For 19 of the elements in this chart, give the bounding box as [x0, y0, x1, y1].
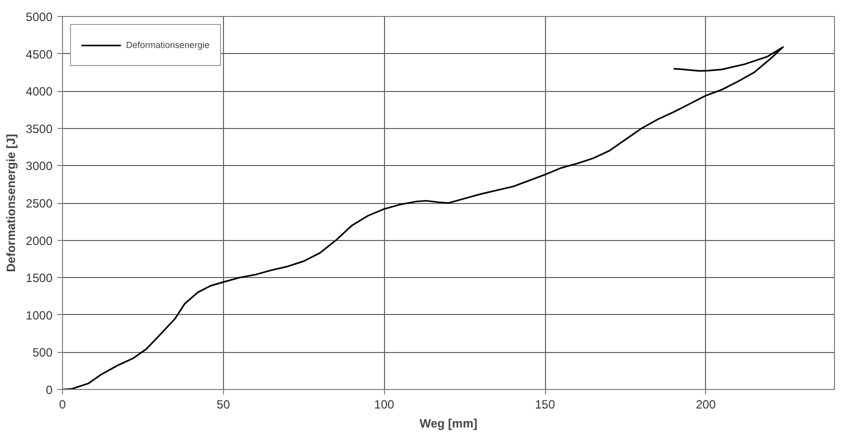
x-tick-label: 150: [534, 398, 556, 412]
y-tick-label: 1000: [26, 308, 53, 322]
y-tick-label: 4000: [26, 84, 53, 99]
y-tick-label: 2000: [26, 234, 53, 248]
y-tick-label: 5000: [26, 10, 53, 24]
y-tick-label: 1500: [26, 271, 53, 286]
x-tick-label: 200: [696, 398, 716, 412]
x-tick-label: 100: [374, 398, 395, 412]
y-tick-label: 3000: [26, 159, 53, 174]
y-tick-label: 0: [46, 383, 53, 397]
y-tick-label: 2500: [26, 196, 53, 210]
y-axis-title: Deformationsenergie [J]: [4, 134, 18, 272]
legend-label: Deformationsenergie: [126, 40, 210, 50]
y-tick-label: 4500: [26, 47, 53, 62]
y-tick-label: 500: [32, 346, 53, 360]
y-tick-label: 3500: [26, 122, 53, 136]
x-tick-label: 0: [59, 398, 66, 412]
x-tick-label: 50: [216, 398, 230, 412]
x-axis-title: Weg [mm]: [420, 416, 478, 430]
